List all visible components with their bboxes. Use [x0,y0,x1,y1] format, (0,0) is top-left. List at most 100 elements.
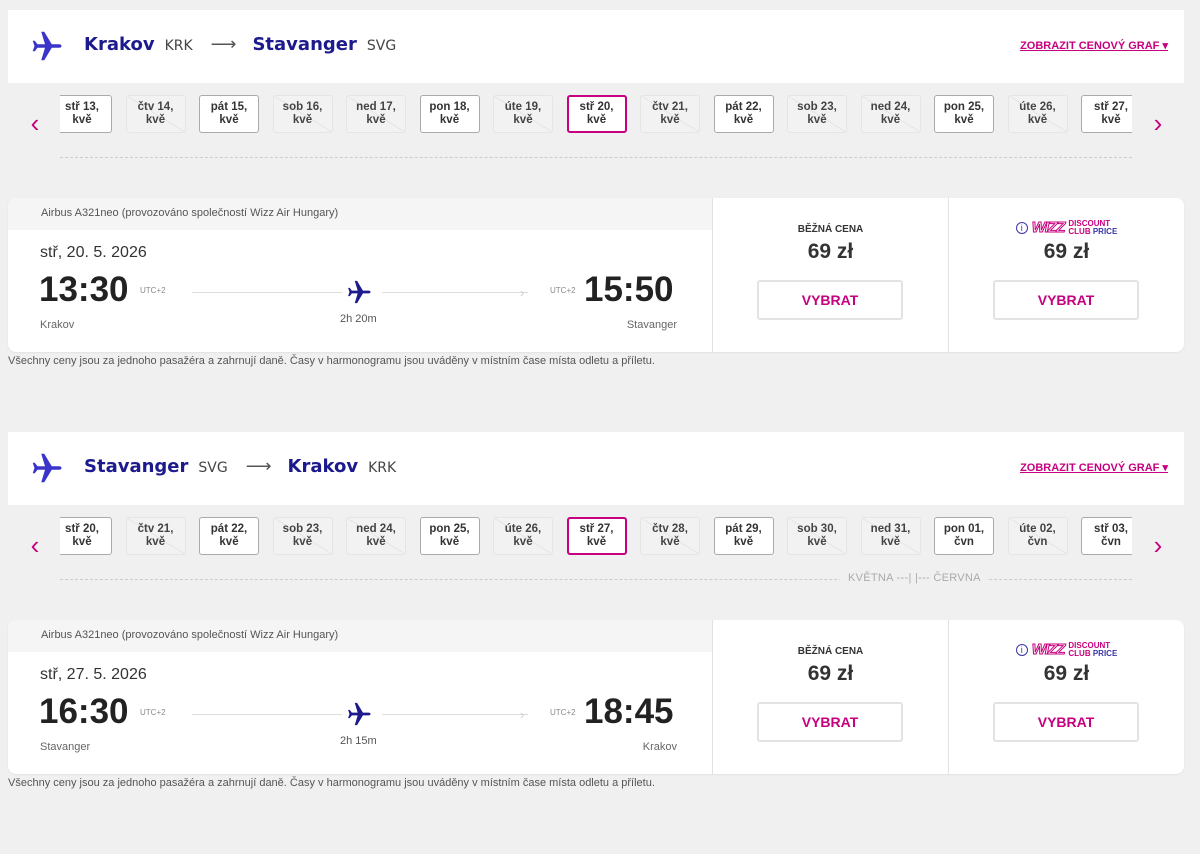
show-price-graph-link[interactable]: ZOBRAZIT CENOVÝ GRAF ▾ [1020,39,1168,52]
wizz-logo: WIZZ [1031,219,1066,237]
departure-timezone: UTC+2 [140,286,166,295]
prev-dates-button[interactable]: ‹ [30,108,40,138]
info-icon[interactable]: i [1015,643,1028,656]
destination-city: Stavanger [252,34,357,55]
date-day: čtv 21, [137,523,174,535]
date-day: sob 30, [797,523,837,535]
date-chip[interactable]: sob 16, kvě [272,95,333,133]
arrow-head-icon: › [520,707,525,722]
date-chip[interactable]: pon 25, kvě [419,517,480,555]
date-chip[interactable]: pon 18, kvě [419,95,480,133]
date-chip[interactable]: pát 22, kvě [199,517,259,555]
date-chip[interactable]: stř 27, kvě [566,517,627,555]
date-day: ned 31, [870,523,911,535]
date-day: stř 13, [65,101,99,113]
date-day: pát 22, [210,523,248,535]
date-chip[interactable]: pon 25, kvě [934,95,994,133]
regular-price: 69 zł [807,240,854,263]
date-chip[interactable]: stř 03, čvn [1081,517,1132,555]
date-chip[interactable]: úte 02, čvn [1007,517,1068,555]
arrival-time: 15:50 [584,270,674,309]
date-chip[interactable]: stř 27, kvě [1081,95,1132,133]
flight-date: stř, 20. 5. 2026 [40,244,147,261]
select-regular-button[interactable]: VYBRAT [757,702,903,742]
date-month: kvě [292,536,313,548]
club-price: 69 zł [1043,662,1090,685]
regular-price-column: BĚŽNÁ CENA 69 zł VYBRAT [712,198,948,352]
date-month: kvě [586,114,607,126]
select-regular-button[interactable]: VYBRAT [757,280,903,320]
date-chip[interactable]: úte 19, kvě [493,95,553,133]
date-chip[interactable]: pát 15, kvě [199,95,259,133]
date-chip[interactable]: ned 24, kvě [346,517,406,555]
date-day: stř 20, [579,101,614,113]
date-chip[interactable]: ned 24, kvě [860,95,921,133]
date-chip[interactable]: pát 22, kvě [713,95,774,133]
arrival-time: 18:45 [584,692,674,731]
airplane-icon [348,702,371,726]
date-chip[interactable]: pát 29, kvě [713,517,774,555]
club-price-column: i WIZZ DISCOUNT CLUB PRICE 69 zł VYBRAT [948,198,1184,352]
date-chip[interactable]: čtv 21, kvě [640,95,700,133]
date-chip[interactable]: sob 30, kvě [787,517,847,555]
date-month: kvě [807,114,827,126]
date-month: kvě [586,536,607,548]
flight-duration: 2h 15m [340,735,377,747]
club-price-column: i WIZZ DISCOUNT CLUB PRICE 69 zł VYBRAT [948,620,1184,774]
date-day: úte 02, [1019,523,1056,535]
next-dates-button[interactable]: › [1153,108,1163,138]
flight-section: Stavanger SVG ⟶ Krakov KRK ZOBRAZIT CENO… [0,432,1200,854]
date-day: pát 29, [725,523,762,535]
club-price: 69 zł [1043,240,1090,263]
date-chip[interactable]: čtv 14, kvě [125,95,186,133]
flight-date: stř, 27. 5. 2026 [40,666,147,683]
info-icon[interactable]: i [1015,221,1028,234]
departure-time: 16:30 [39,692,129,731]
date-chip[interactable]: čtv 21, kvě [125,517,186,555]
origin-code: KRK [164,38,193,54]
date-chip[interactable]: sob 23, kvě [272,517,333,555]
date-chip[interactable]: pon 01, čvn [934,517,994,555]
date-day: ned 17, [356,101,396,113]
select-club-button[interactable]: VYBRAT [993,702,1139,742]
date-chip[interactable]: úte 26, kvě [1007,95,1068,133]
arrival-timezone: UTC+2 [550,286,576,295]
date-day: pon 25, [943,101,985,113]
date-day: stř 27, [579,523,614,535]
origin-city: Krakov [84,34,155,55]
caret-down-icon: ▾ [1162,40,1168,52]
date-month: kvě [1027,114,1048,126]
airplane-icon [32,453,62,483]
date-chip[interactable]: ned 17, kvě [346,95,406,133]
regular-price-label: BĚŽNÁ CENA [797,224,864,235]
date-month: kvě [439,114,460,126]
date-chip[interactable]: úte 26, kvě [493,517,553,555]
date-month: kvě [513,536,533,548]
date-chip[interactable]: sob 23, kvě [787,95,847,133]
route-title: Krakov KRK ⟶ Stavanger SVG [84,34,404,55]
arrow-right-icon: ⟶ [210,34,237,54]
month-divider [60,579,1132,580]
month-divider [60,157,1132,158]
origin-city: Stavanger [84,456,189,477]
prev-dates-button[interactable]: ‹ [30,530,40,560]
date-chip[interactable]: čtv 28, kvě [640,517,700,555]
show-price-graph-link[interactable]: ZOBRAZIT CENOVÝ GRAF ▾ [1020,461,1168,474]
date-month: kvě [733,536,754,548]
graph-link-label: ZOBRAZIT CENOVÝ GRAF [1020,40,1160,52]
date-month: kvě [954,114,974,126]
date-month: kvě [880,536,901,548]
date-month: kvě [219,536,239,548]
date-chip[interactable]: stř 20, kvě [60,517,112,555]
next-dates-button[interactable]: › [1153,530,1163,560]
date-chip[interactable]: ned 31, kvě [860,517,921,555]
date-chip[interactable]: stř 20, kvě [566,95,627,133]
date-chip[interactable]: stř 13, kvě [60,95,112,133]
route-line [192,714,342,715]
date-month: kvě [439,536,460,548]
select-club-button[interactable]: VYBRAT [993,280,1139,320]
airplane-icon [32,31,62,61]
departure-city: Stavanger [40,741,91,753]
date-month: kvě [219,114,239,126]
flight-card: Airbus A321neo (provozováno společností … [8,198,1184,352]
